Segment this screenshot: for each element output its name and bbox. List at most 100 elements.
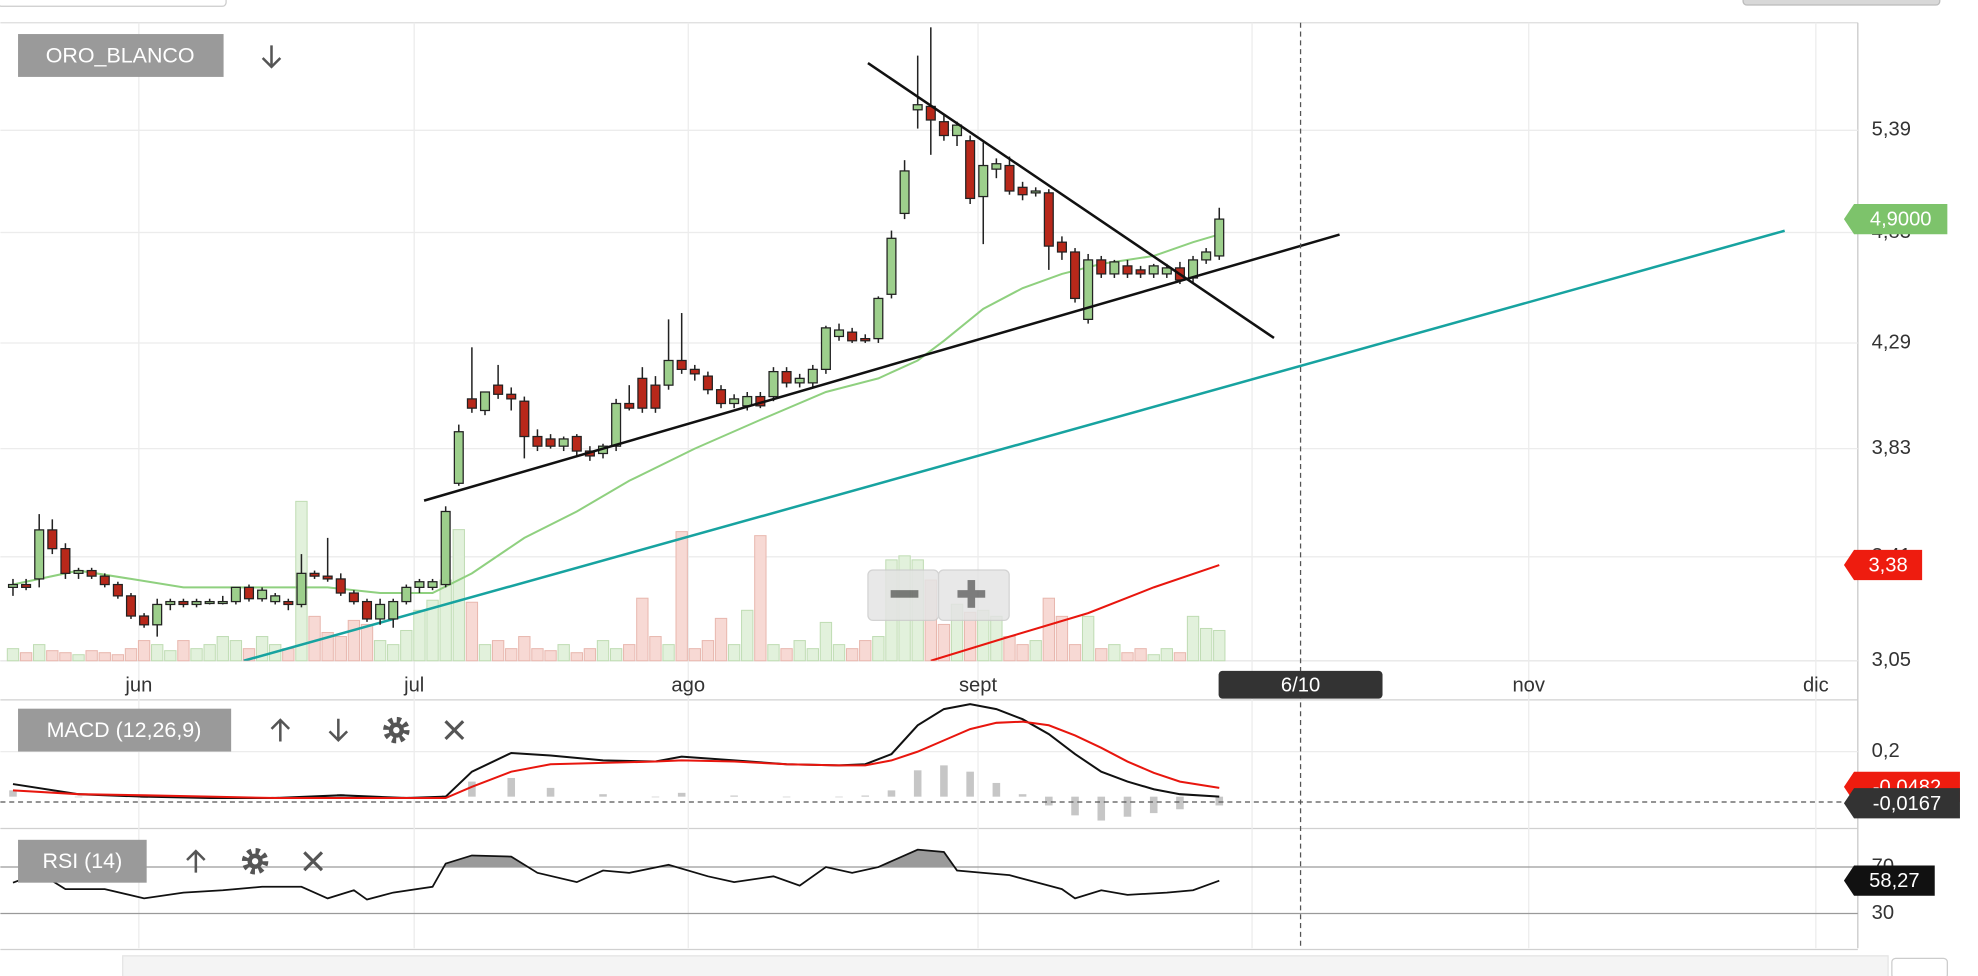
close-icon[interactable]: [444, 720, 465, 741]
volume-bar: [727, 644, 741, 662]
volume-bar: [819, 621, 833, 662]
rsi-label: RSI (14): [42, 849, 122, 873]
trend-line[interactable]: [243, 229, 1786, 661]
volume-bar: [531, 648, 544, 662]
macd-histogram-bar: [651, 796, 660, 798]
volume-bar: [1042, 597, 1055, 662]
candle-body: [965, 140, 976, 200]
move-down-icon[interactable]: [328, 718, 349, 742]
volume-bar: [806, 648, 819, 662]
volume-bar: [321, 632, 334, 662]
corner-button[interactable]: [1891, 957, 1948, 976]
trend-line[interactable]: [423, 233, 1340, 502]
candle-body: [204, 600, 215, 605]
volume-bar: [255, 636, 269, 662]
macd-histogram-bar: [966, 771, 974, 797]
macd-histogram-bar: [1123, 796, 1132, 817]
candle-body: [1017, 186, 1028, 196]
move-up-icon[interactable]: [270, 718, 291, 742]
volume-bar: [413, 609, 426, 662]
macd-histogram-bar: [782, 796, 791, 798]
candle-body: [506, 393, 517, 400]
candle-body: [558, 438, 569, 447]
y-tick-label: 0,2: [1872, 740, 1900, 762]
rsi-box[interactable]: [18, 839, 147, 883]
volume-bar: [636, 597, 649, 662]
candle-body: [571, 435, 582, 452]
volume-bar: [714, 617, 728, 662]
volume-bar: [400, 629, 413, 662]
volume-bar: [623, 644, 636, 662]
volume-bar: [1003, 636, 1016, 662]
candle-body: [676, 359, 687, 371]
macd-histogram-bar: [599, 794, 607, 797]
plus-icon: [967, 580, 976, 608]
candle-body: [257, 589, 268, 600]
candle-body: [99, 575, 110, 586]
settings-icon[interactable]: [383, 716, 410, 744]
macd-histogram-bar: [9, 790, 17, 797]
minus-icon: [890, 590, 919, 598]
candle-body: [886, 237, 897, 295]
volume-bar: [793, 640, 806, 662]
volume-bar: [452, 529, 465, 662]
candle-body: [86, 569, 97, 577]
candle-body: [21, 583, 32, 588]
close-icon[interactable]: [303, 851, 324, 872]
volume-bar: [124, 648, 138, 662]
candle-body: [1109, 261, 1120, 275]
candle-body: [47, 529, 58, 550]
trend-line[interactable]: [867, 62, 1275, 339]
candle-body: [742, 395, 753, 407]
macd-histogram-bar: [992, 782, 1001, 797]
move-up-icon[interactable]: [186, 849, 206, 873]
candle-body: [1096, 259, 1107, 275]
candle-body: [165, 600, 176, 606]
volume-bar: [505, 648, 518, 662]
volume-bar: [85, 650, 98, 662]
macd-box[interactable]: [18, 708, 232, 752]
move-down-icon[interactable]: [261, 45, 282, 69]
candle-body: [532, 435, 543, 447]
macd-histogram-bar: [1071, 796, 1079, 816]
macd-histogram-bar: [887, 790, 896, 797]
candle-body: [833, 329, 845, 338]
candle-body: [611, 402, 622, 447]
volume-bar: [845, 648, 859, 662]
y-tick-label: 30: [1872, 902, 1894, 924]
macd-histogram-bar: [1149, 796, 1158, 814]
volume-bar: [544, 650, 557, 662]
macd-histogram-bar: [940, 765, 948, 797]
volume-bar: [1121, 652, 1134, 662]
x-tick-label: jun: [124, 674, 152, 696]
candle-body: [991, 163, 1002, 170]
settings-icon[interactable]: [241, 848, 269, 875]
scrollbar[interactable]: [122, 955, 1889, 976]
symbol-box[interactable]: [18, 34, 224, 77]
x-tick-label: dic: [1803, 674, 1829, 696]
candle-body: [493, 384, 504, 395]
top-button[interactable]: [1742, 0, 1941, 6]
volume-bar: [832, 644, 846, 662]
volume-bar: [334, 636, 347, 662]
candle-body: [1135, 269, 1146, 275]
candle-body: [335, 578, 346, 594]
volume-bar: [347, 619, 361, 662]
macd-line: [12, 720, 1220, 800]
volume-bar: [767, 644, 780, 662]
volume-bar: [1029, 640, 1042, 662]
volume-bar: [6, 648, 20, 662]
candle-body: [322, 575, 333, 580]
volume-bar: [937, 623, 951, 662]
top-control[interactable]: [0, 0, 227, 7]
volume-bar: [1199, 627, 1213, 662]
macd-histogram-bar: [507, 777, 516, 797]
candle-body: [1161, 267, 1172, 275]
symbol-label: ORO_BLANCO: [46, 43, 195, 67]
candle-body: [768, 370, 779, 398]
candle-body: [820, 327, 831, 371]
candle-body: [401, 586, 412, 603]
value-badge: [1843, 865, 1935, 896]
crosshair-label-box: [1218, 670, 1383, 699]
